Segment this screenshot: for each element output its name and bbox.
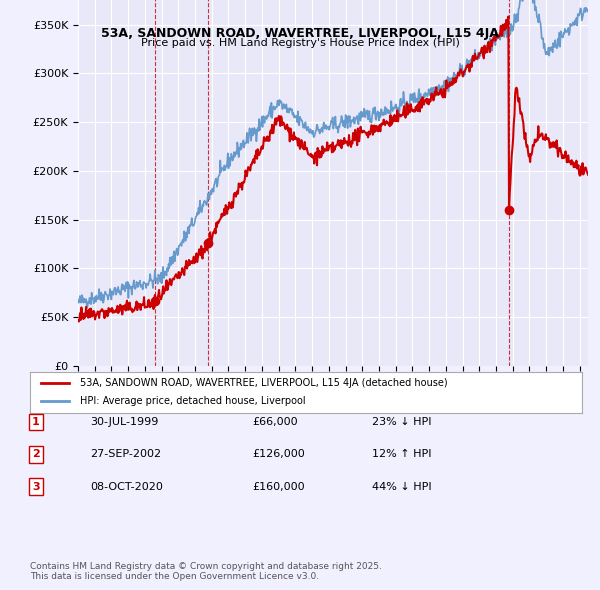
Text: 44% ↓ HPI: 44% ↓ HPI <box>372 482 431 491</box>
Text: 27-SEP-2002: 27-SEP-2002 <box>90 450 161 459</box>
Text: 12% ↑ HPI: 12% ↑ HPI <box>372 450 431 459</box>
Text: 23% ↓ HPI: 23% ↓ HPI <box>372 417 431 427</box>
Text: £160,000: £160,000 <box>252 482 305 491</box>
Text: Price paid vs. HM Land Registry's House Price Index (HPI): Price paid vs. HM Land Registry's House … <box>140 38 460 48</box>
Text: HPI: Average price, detached house, Liverpool: HPI: Average price, detached house, Live… <box>80 396 305 407</box>
Text: 53A, SANDOWN ROAD, WAVERTREE, LIVERPOOL, L15 4JA: 53A, SANDOWN ROAD, WAVERTREE, LIVERPOOL,… <box>101 27 499 40</box>
Text: 53A, SANDOWN ROAD, WAVERTREE, LIVERPOOL, L15 4JA (detached house): 53A, SANDOWN ROAD, WAVERTREE, LIVERPOOL,… <box>80 378 448 388</box>
Text: £66,000: £66,000 <box>252 417 298 427</box>
Text: 1: 1 <box>32 417 40 427</box>
Text: 30-JUL-1999: 30-JUL-1999 <box>90 417 158 427</box>
Text: 2: 2 <box>32 450 40 459</box>
Text: 3: 3 <box>32 482 40 491</box>
Text: £126,000: £126,000 <box>252 450 305 459</box>
Text: Contains HM Land Registry data © Crown copyright and database right 2025.
This d: Contains HM Land Registry data © Crown c… <box>30 562 382 581</box>
Text: 08-OCT-2020: 08-OCT-2020 <box>90 482 163 491</box>
